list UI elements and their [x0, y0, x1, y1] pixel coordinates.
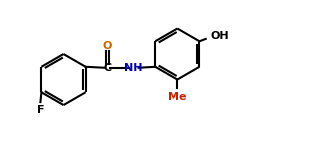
Text: Me: Me [168, 92, 187, 102]
Text: O: O [103, 41, 112, 51]
Text: F: F [37, 105, 44, 115]
Text: OH: OH [210, 31, 229, 41]
Text: C: C [103, 63, 111, 73]
Text: NH: NH [124, 63, 143, 73]
